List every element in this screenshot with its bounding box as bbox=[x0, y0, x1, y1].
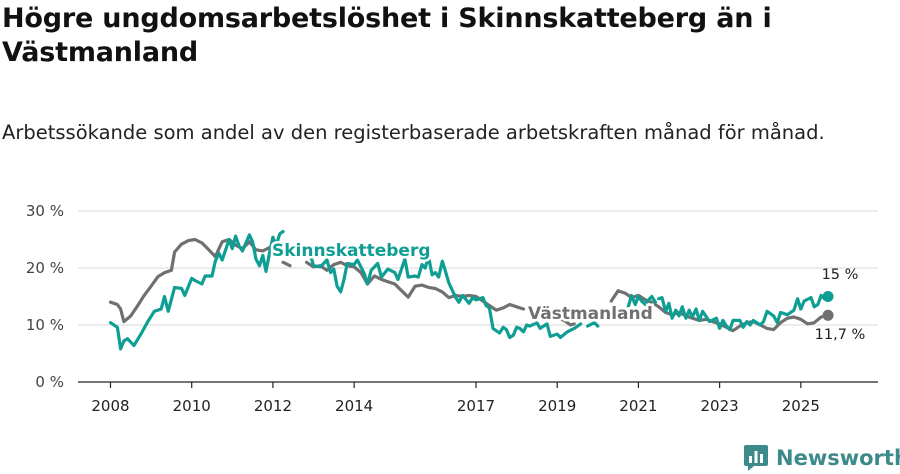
series-line-skinnskatteberg bbox=[108, 229, 285, 351]
x-tick-label: 2019 bbox=[538, 397, 576, 415]
x-tick-label: 2008 bbox=[91, 397, 129, 415]
series-line-skinnskatteberg bbox=[657, 293, 830, 332]
series-line-skinnskatteberg bbox=[626, 293, 658, 309]
x-axis-ticks: 2008 2010 2012 2014 2017 2019 2021 2023 2025 bbox=[91, 382, 820, 415]
y-tick-label: 30 % bbox=[26, 202, 64, 220]
chart-title: Högre ungdomsarbetslöshet i Skinnskatteb… bbox=[2, 3, 772, 68]
series-line-skinnskatteberg bbox=[586, 321, 600, 328]
annotations: Skinnskatteberg Västmanland 15 % 11,7 % bbox=[270, 239, 866, 344]
x-tick-label: 2010 bbox=[173, 397, 211, 415]
y-axis-ticks: 0 % 10 % 20 % 30 % bbox=[26, 202, 64, 391]
chart-subtitle: Arbetssökande som andel av den registerb… bbox=[2, 121, 825, 144]
end-point-skinnskatteberg bbox=[822, 291, 834, 302]
series-line-vastmanland bbox=[281, 260, 292, 268]
end-value-skinnskatteberg: 15 % bbox=[822, 267, 859, 283]
x-tick-label: 2017 bbox=[457, 397, 495, 415]
series-line-vastmanland bbox=[548, 316, 576, 327]
x-tick-label: 2021 bbox=[619, 397, 657, 415]
y-tick-label: 20 % bbox=[26, 259, 64, 277]
x-tick-label: 2014 bbox=[335, 397, 373, 415]
x-tick-label: 2025 bbox=[782, 397, 820, 415]
end-point-vastmanland bbox=[822, 309, 834, 321]
end-value-vastmanland: 11,7 % bbox=[815, 327, 866, 343]
label-skinnskatteberg: Skinnskatteberg bbox=[272, 241, 431, 261]
series-lines bbox=[108, 229, 834, 351]
label-vastmanland: Västmanland bbox=[528, 304, 653, 324]
x-tick-label: 2012 bbox=[254, 397, 292, 415]
bar-chart-logo-icon bbox=[744, 445, 768, 471]
y-tick-label: 10 % bbox=[26, 316, 64, 334]
series-line-skinnskatteberg bbox=[308, 252, 583, 340]
x-tick-label: 2023 bbox=[701, 397, 739, 415]
series-line-vastmanland bbox=[305, 260, 526, 312]
brand-name: Newsworthy bbox=[776, 446, 900, 470]
y-tick-label: 0 % bbox=[35, 373, 64, 391]
newsworthy-brand: Newsworthy bbox=[744, 444, 900, 472]
